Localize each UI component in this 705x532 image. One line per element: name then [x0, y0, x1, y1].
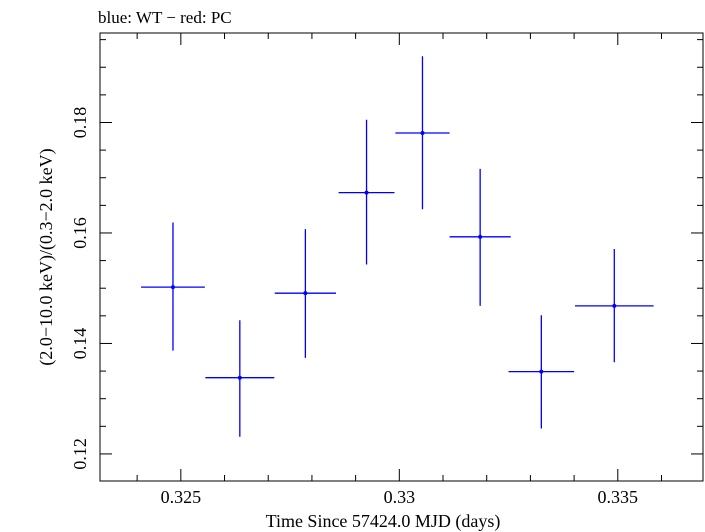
x-axis-ticks	[136, 33, 662, 481]
chart-title: blue: WT − red: PC	[98, 8, 232, 27]
data-point	[395, 56, 450, 210]
data-point	[274, 229, 336, 358]
data-marker	[612, 303, 617, 308]
plot-frame	[99, 32, 704, 482]
data-marker	[539, 369, 544, 374]
data-point	[449, 168, 511, 306]
data-marker	[237, 375, 242, 380]
data-marker	[303, 291, 308, 296]
data-marker	[170, 285, 175, 290]
x-tick-label: 0.335	[598, 487, 639, 507]
x-tick-label: 0.325	[161, 487, 202, 507]
data-point	[338, 119, 395, 265]
data-series-wt	[141, 56, 654, 437]
y-tick-label: 0.18	[70, 107, 90, 139]
y-axis-ticks	[100, 39, 703, 455]
x-tick-label: 0.33	[384, 487, 416, 507]
data-point	[508, 315, 575, 429]
data-marker	[420, 130, 425, 135]
y-axis-title: (2.0−10.0 keV)/(0.3−2.0 keV)	[36, 148, 57, 365]
y-tick-label: 0.14	[70, 328, 90, 360]
data-point	[205, 320, 275, 437]
data-marker	[478, 234, 483, 239]
y-tick-label: 0.16	[70, 217, 90, 249]
x-axis-title: Time Since 57424.0 MJD (days)	[266, 511, 501, 532]
data-point	[574, 248, 654, 363]
y-axis-tick-labels: 0.12 0.14 0.16 0.18	[70, 107, 90, 470]
data-marker	[364, 190, 369, 195]
data-point	[141, 222, 205, 351]
y-tick-label: 0.12	[70, 438, 90, 470]
x-axis-tick-labels: 0.325 0.33 0.335	[161, 487, 638, 507]
